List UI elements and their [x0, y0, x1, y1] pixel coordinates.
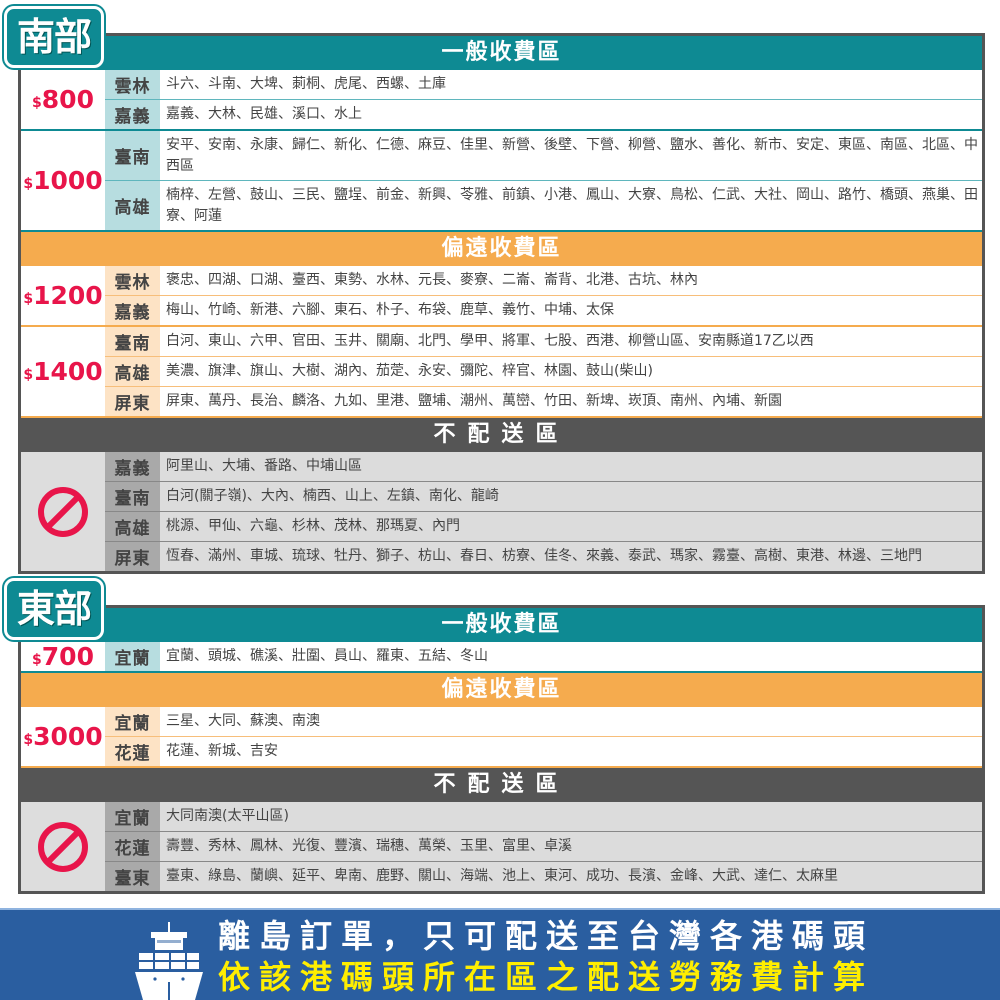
currency-symbol: $ [32, 94, 42, 111]
town-list: 大同南澳(太平山區) [160, 802, 982, 831]
table-row: 嘉義 嘉義、大林、民雄、溪口、水上 [105, 100, 982, 129]
east-region-table: 一般收費區 $700 宜蘭 宜蘭、頭城、礁溪、壯圍、員山、羅東、五結、冬山 偏遠收費區 $… [18, 605, 985, 894]
county-label: 花蓮 [105, 737, 160, 766]
table-row: 臺南 白河、東山、六甲、官田、玉井、關廟、北門、學甲、將軍、七股、西港、柳營山區、… [105, 327, 982, 357]
fee-amount: 1400 [33, 357, 103, 386]
county-label: 嘉義 [105, 452, 160, 481]
table-row: 屏東 屏東、萬丹、長治、麟洛、九如、里港、鹽埔、潮州、萬巒、竹田、新埤、崁頂、南州… [105, 387, 982, 416]
none-zone-header: 不配送區 [21, 418, 982, 452]
none-fee-group: 宜蘭 大同南澳(太平山區) 花蓮 壽豐、秀林、鳳林、光復、豐濱、瑞穗、萬榮、玉里、富里… [21, 802, 982, 891]
county-label: 屏東 [105, 542, 160, 571]
table-row: 花蓮 壽豐、秀林、鳳林、光復、豐濱、瑞穗、萬榮、玉里、富里、卓溪 [105, 832, 982, 862]
town-list: 臺東、綠島、蘭嶼、延平、卑南、鹿野、關山、海端、池上、東河、成功、長濱、金峰、大… [160, 862, 982, 891]
county-label: 臺南 [105, 131, 160, 180]
none-zone-header: 不配送區 [21, 768, 982, 802]
town-list: 花蓮、新城、吉安 [166, 743, 278, 759]
none-fee-group: 嘉義 阿里山、大埔、番路、中埔山區 臺南 白河(關子嶺)、大內、楠西、山上、左鎮、南化… [21, 452, 982, 571]
shipping-fee: $3000 [21, 707, 105, 766]
general-fee-group: $1000 臺南 安平、安南、永康、歸仁、新化、仁德、麻豆、佳里、新營、後壁、下營、… [21, 131, 982, 232]
county-label: 花蓮 [105, 832, 160, 861]
county-label: 雲林 [105, 266, 160, 295]
shipping-fee: $1400 [21, 327, 105, 416]
town-list: 斗六、斗南、大埤、莿桐、虎尾、西螺、土庫 [166, 76, 446, 92]
town-list: 美濃、旗津、旗山、大樹、湖內、茄萣、永安、彌陀、梓官、林園、鼓山(柴山) [166, 363, 653, 379]
town-list: 安平、安南、永康、歸仁、新化、仁德、麻豆、佳里、新營、後壁、下營、柳營、鹽水、善… [166, 137, 978, 174]
town-list: 宜蘭、頭城、礁溪、壯圍、員山、羅東、五結、冬山 [166, 648, 488, 664]
table-row: 屏東 恆春、滿州、車城、琉球、牡丹、獅子、枋山、春日、枋寮、佳冬、來義、泰武、瑪家… [105, 542, 982, 571]
county-label: 嘉義 [105, 296, 160, 325]
table-row: 宜蘭 三星、大同、蘇澳、南澳 [105, 707, 982, 737]
town-list: 褒忠、四湖、口湖、臺西、東勢、水林、元長、麥寮、二崙、崙背、北港、古坑、林內 [166, 272, 698, 288]
county-label: 臺東 [105, 862, 160, 891]
shipping-fee: $800 [21, 70, 105, 129]
general-zone-header: 一般收費區 [21, 36, 982, 70]
table-row: 臺南 安平、安南、永康、歸仁、新化、仁德、麻豆、佳里、新營、後壁、下營、柳營、鹽水… [105, 131, 982, 181]
county-label: 宜蘭 [105, 802, 160, 831]
town-list: 恆春、滿州、車城、琉球、牡丹、獅子、枋山、春日、枋寮、佳冬、來義、泰武、瑪家、霧… [160, 542, 982, 571]
town-list: 桃源、甲仙、六龜、杉林、茂林、那瑪夏、內門 [160, 512, 982, 541]
fee-amount: 800 [41, 85, 94, 114]
town-list: 阿里山、大埔、番路、中埔山區 [160, 452, 982, 481]
town-list: 三星、大同、蘇澳、南澳 [166, 713, 320, 729]
table-row: 高雄 桃源、甲仙、六龜、杉林、茂林、那瑪夏、內門 [105, 512, 982, 542]
table-row: 臺南 白河(關子嶺)、大內、楠西、山上、左鎮、南化、龍崎 [105, 482, 982, 512]
table-row: 宜蘭 大同南澳(太平山區) [105, 802, 982, 832]
general-fee-group: $700 宜蘭 宜蘭、頭城、礁溪、壯圍、員山、羅東、五結、冬山 [21, 642, 982, 673]
no-delivery-icon [21, 802, 105, 891]
town-list: 梅山、竹崎、新港、六腳、東石、朴子、布袋、鹿草、義竹、中埔、太保 [166, 302, 614, 318]
town-list: 楠梓、左營、鼓山、三民、鹽埕、前金、新興、苓雅、前鎮、小港、鳳山、大寮、鳥松、仁… [166, 187, 978, 224]
table-row: 花蓮 花蓮、新城、吉安 [105, 737, 982, 766]
remote-zone-header: 偏遠收費區 [21, 232, 982, 266]
remote-fee-group: $1400 臺南 白河、東山、六甲、官田、玉井、關廟、北門、學甲、將軍、七股、西港、… [21, 327, 982, 418]
table-row: 雲林 斗六、斗南、大埤、莿桐、虎尾、西螺、土庫 [105, 70, 982, 100]
fee-amount: 1200 [33, 281, 103, 310]
remote-zone-header: 偏遠收費區 [21, 673, 982, 707]
town-list: 嘉義、大林、民雄、溪口、水上 [166, 106, 362, 122]
county-label: 屏東 [105, 387, 160, 416]
county-label: 高雄 [105, 357, 160, 386]
fee-amount: 700 [41, 642, 94, 671]
general-fee-group: $800 雲林 斗六、斗南、大埤、莿桐、虎尾、西螺、土庫 嘉義 嘉義、大林、民雄、溪口、… [21, 70, 982, 131]
no-delivery-icon [21, 452, 105, 571]
town-list: 白河(關子嶺)、大內、楠西、山上、左鎮、南化、龍崎 [160, 482, 982, 511]
currency-symbol: $ [23, 175, 34, 192]
shipping-fee: $1000 [21, 131, 105, 230]
cargo-ship-icon [135, 922, 203, 1000]
town-list: 白河、東山、六甲、官田、玉井、關廟、北門、學甲、將軍、七股、西港、柳營山區、安南… [166, 333, 814, 349]
currency-symbol: $ [23, 290, 34, 307]
town-list: 屏東、萬丹、長治、麟洛、九如、里港、鹽埔、潮州、萬巒、竹田、新埤、崁頂、南州、內… [166, 393, 782, 409]
county-label: 宜蘭 [105, 707, 160, 736]
county-label: 臺南 [105, 482, 160, 511]
outlying-islands-banner: 離島訂單，只可配送至台灣各港碼頭 依該港碼頭所在區之配送勞務費計算 [0, 908, 1000, 1000]
table-row: 臺東 臺東、綠島、蘭嶼、延平、卑南、鹿野、關山、海端、池上、東河、成功、長濱、金峰… [105, 862, 982, 891]
town-list: 壽豐、秀林、鳳林、光復、豐濱、瑞穗、萬榮、玉里、富里、卓溪 [160, 832, 982, 861]
banner-line-1: 離島訂單，只可配送至台灣各港碼頭 [218, 917, 875, 955]
shipping-fee: $700 [21, 642, 105, 671]
county-label: 高雄 [105, 512, 160, 541]
table-row: 嘉義 阿里山、大埔、番路、中埔山區 [105, 452, 982, 482]
table-row: 宜蘭 宜蘭、頭城、礁溪、壯圍、員山、羅東、五結、冬山 [105, 642, 982, 671]
table-row: 雲林 褒忠、四湖、口湖、臺西、東勢、水林、元長、麥寮、二崙、崙背、北港、古坑、林內 [105, 266, 982, 296]
currency-symbol: $ [23, 731, 34, 748]
currency-symbol: $ [23, 366, 34, 383]
section-tag-south: 南部 [4, 6, 104, 68]
table-row: 高雄 楠梓、左營、鼓山、三民、鹽埕、前金、新興、苓雅、前鎮、小港、鳳山、大寮、鳥松… [105, 181, 982, 230]
county-label: 雲林 [105, 70, 160, 99]
fee-amount: 1000 [33, 166, 103, 195]
remote-fee-group: $3000 宜蘭 三星、大同、蘇澳、南澳 花蓮 花蓮、新城、吉安 [21, 707, 982, 768]
county-label: 高雄 [105, 181, 160, 230]
fee-amount: 3000 [33, 722, 103, 751]
south-region-table: 一般收費區 $800 雲林 斗六、斗南、大埤、莿桐、虎尾、西螺、土庫 嘉義 嘉義、大林、民… [18, 33, 985, 574]
remote-fee-group: $1200 雲林 褒忠、四湖、口湖、臺西、東勢、水林、元長、麥寮、二崙、崙背、北港、… [21, 266, 982, 327]
county-label: 宜蘭 [105, 642, 160, 671]
section-tag-east: 東部 [4, 578, 104, 640]
banner-line-2: 依該港碼頭所在區之配送勞務費計算 [218, 958, 875, 996]
county-label: 臺南 [105, 327, 160, 356]
table-row: 嘉義 梅山、竹崎、新港、六腳、東石、朴子、布袋、鹿草、義竹、中埔、太保 [105, 296, 982, 325]
table-row: 高雄 美濃、旗津、旗山、大樹、湖內、茄萣、永安、彌陀、梓官、林園、鼓山(柴山) [105, 357, 982, 387]
currency-symbol: $ [32, 651, 42, 668]
general-zone-header: 一般收費區 [21, 608, 982, 642]
shipping-fee: $1200 [21, 266, 105, 325]
county-label: 嘉義 [105, 100, 160, 129]
